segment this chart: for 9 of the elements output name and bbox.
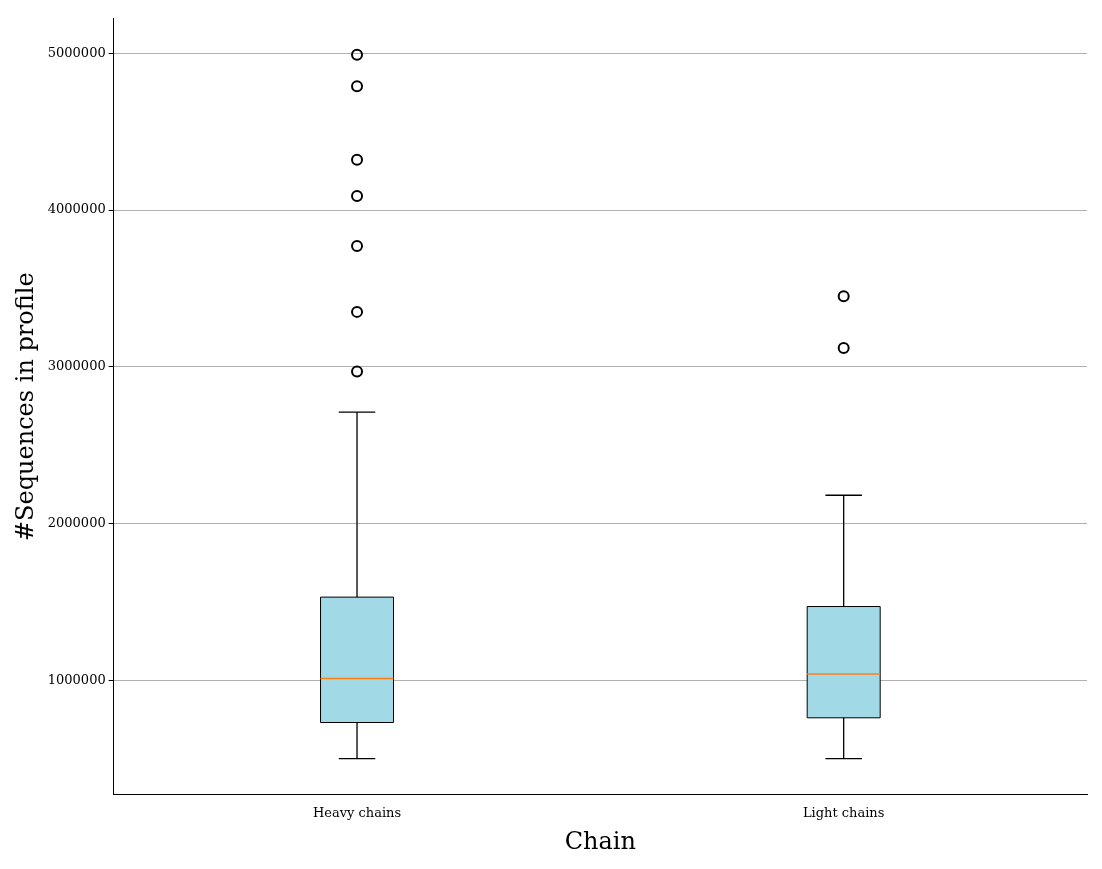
- y-axis-title: #Sequences in profile: [10, 272, 39, 542]
- y-tick-label: 3000000: [47, 358, 106, 374]
- x-axis-title: Chain: [564, 826, 636, 855]
- x-tick-label: Light chains: [802, 804, 885, 820]
- x-tick-label: Heavy chains: [312, 804, 402, 820]
- y-tick-label: 1000000: [47, 671, 106, 687]
- y-tick-label: 2000000: [47, 514, 106, 530]
- y-tick-label: 5000000: [47, 44, 106, 60]
- y-tick-label: 4000000: [47, 201, 106, 217]
